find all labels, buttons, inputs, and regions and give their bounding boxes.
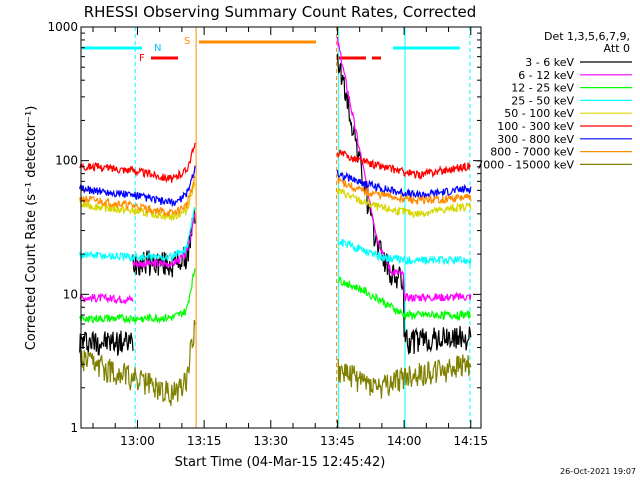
x-tick-label: 13:15 bbox=[187, 434, 222, 448]
night-flag-letter: N bbox=[154, 43, 161, 54]
y-tick-label: 100 bbox=[55, 154, 78, 168]
series-12-25-kev bbox=[79, 268, 472, 325]
series-line bbox=[79, 207, 196, 263]
series-layer bbox=[79, 36, 472, 407]
legend-label: 6 - 12 keV bbox=[518, 69, 574, 82]
series-line bbox=[336, 36, 472, 303]
series-800-7000-kev bbox=[79, 174, 472, 218]
series-line bbox=[79, 319, 196, 407]
x-tick-label: 13:45 bbox=[320, 434, 355, 448]
series-line bbox=[79, 142, 196, 184]
series-line bbox=[336, 169, 472, 199]
series-7000-15000-kev bbox=[79, 319, 472, 407]
flare-flag-letter: F bbox=[139, 53, 145, 64]
plot-frame bbox=[80, 26, 482, 429]
x-tick-label: 14:15 bbox=[453, 434, 488, 448]
y-tick-label: 1 bbox=[70, 421, 78, 435]
y-axis-label: Corrected Count Rate (s⁻¹ detector⁻¹) bbox=[24, 106, 39, 351]
series-100-300-kev bbox=[79, 142, 471, 184]
series-line bbox=[336, 149, 471, 181]
x-tick-labels: 13:00 13:15 13:30 13:45 14:00 14:15 bbox=[120, 434, 488, 448]
series-line bbox=[336, 238, 472, 267]
y-tick-label: 10 bbox=[63, 287, 78, 301]
series-line bbox=[79, 292, 134, 305]
series-300-800-kev bbox=[79, 165, 472, 208]
saa-flag-letter: S bbox=[184, 36, 190, 47]
y-tick-labels: 1 10 100 1000 bbox=[47, 20, 78, 435]
series-line bbox=[79, 174, 196, 218]
legend-label: 25 - 50 keV bbox=[511, 94, 574, 107]
legend-label: 800 - 7000 keV bbox=[490, 146, 574, 159]
legend-label: 3 - 6 keV bbox=[525, 56, 574, 69]
chart-title: RHESSI Observing Summary Count Rates, Co… bbox=[84, 3, 477, 21]
series-line bbox=[337, 276, 472, 322]
footer-date: 26-Oct-2021 19:07 bbox=[560, 467, 636, 476]
x-tick-label: 13:30 bbox=[253, 434, 288, 448]
legend-label: 300 - 800 keV bbox=[497, 133, 574, 146]
series-6-12-kev bbox=[79, 36, 472, 305]
x-tick-label: 13:00 bbox=[120, 434, 155, 448]
legend-header-line-1: Det 1,3,5,6,7,9, bbox=[544, 30, 630, 43]
x-axis-label: Start Time (04-Mar-15 12:45:42) bbox=[175, 455, 386, 470]
series-line bbox=[336, 354, 472, 399]
series-line bbox=[132, 213, 196, 269]
series-line bbox=[79, 268, 196, 325]
series-25-50-kev bbox=[79, 207, 472, 267]
legend-header-line-2: Att 0 bbox=[604, 42, 630, 55]
legend-label: 12 - 25 keV bbox=[511, 82, 574, 95]
series-line bbox=[336, 53, 472, 355]
y-tick-label: 1000 bbox=[47, 20, 78, 34]
legend-label: 7000 - 15000 keV bbox=[476, 158, 574, 171]
observing-flags: N S F bbox=[82, 36, 460, 64]
series-line bbox=[336, 188, 472, 219]
legend-label: 50 - 100 keV bbox=[504, 107, 574, 120]
x-tick-label: 14:00 bbox=[387, 434, 422, 448]
legend-label: 100 - 300 keV bbox=[497, 120, 574, 133]
series-line bbox=[79, 330, 134, 356]
series-line bbox=[79, 165, 196, 208]
axis-ticks bbox=[81, 27, 481, 429]
series-line bbox=[336, 177, 472, 205]
